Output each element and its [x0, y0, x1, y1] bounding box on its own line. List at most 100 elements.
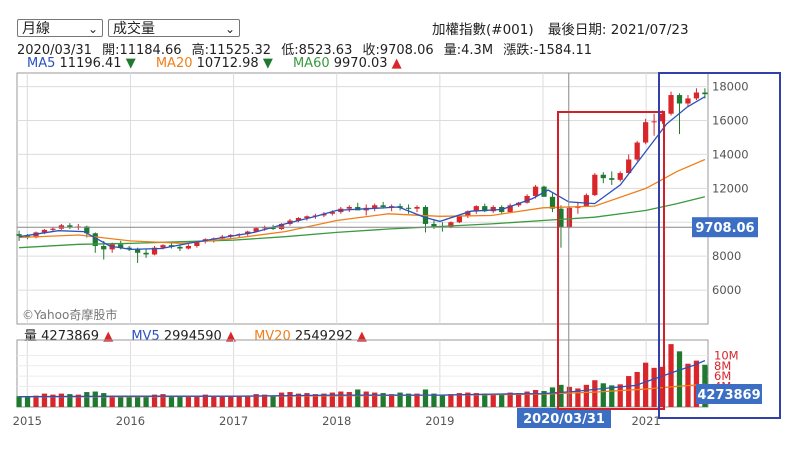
volume-bar — [659, 366, 666, 407]
volume-bar — [33, 395, 39, 407]
candle-body — [532, 186, 539, 196]
volume-bar — [575, 388, 581, 407]
ma60-label: MA60 — [292, 56, 330, 71]
volume-bar — [58, 393, 65, 407]
x-tick-label: 2021 — [631, 414, 660, 428]
volume-bar — [431, 393, 437, 407]
volume-tick-label: 10M — [714, 348, 739, 362]
candle-body — [558, 208, 564, 228]
volume-marker-text: 4273869 — [697, 388, 760, 403]
volume-bar — [50, 394, 56, 407]
candle-body — [270, 227, 276, 230]
volume-bar — [465, 392, 471, 407]
period-select-value: 月線 — [22, 21, 50, 37]
x-tick-label: 2019 — [425, 414, 454, 428]
up-triangle-icon: ▲ — [225, 329, 236, 344]
volume-bar — [397, 392, 403, 407]
candle-body — [346, 206, 352, 209]
ma60-line — [19, 196, 706, 249]
volume-bar — [380, 393, 386, 407]
candle-body — [566, 207, 573, 228]
volume-tick-label: 8M — [714, 359, 731, 373]
volume-bar — [168, 395, 175, 407]
up-triangle-icon: ▲ — [103, 329, 114, 344]
volume-bar — [643, 362, 649, 407]
volume-panel-frame — [16, 339, 709, 408]
period-select[interactable]: 月線 ⌄ — [17, 19, 103, 37]
indicator-select-value: 成交量 — [113, 21, 155, 37]
candle-body — [41, 229, 48, 233]
candle-body — [388, 206, 395, 208]
x-tick-label: 2017 — [219, 414, 248, 428]
candle-body — [583, 195, 589, 207]
volume-bar — [549, 387, 556, 407]
volume-bar — [566, 386, 573, 407]
volume-tick-label: 6M — [714, 369, 731, 383]
stat-high: 高:11525.32 — [191, 43, 272, 58]
volume-bar — [363, 391, 369, 407]
volume-bar — [160, 394, 166, 407]
candle-body — [668, 95, 674, 114]
index-name: 加權指數(#001) — [432, 22, 534, 38]
volume-bar — [600, 383, 606, 407]
candle-body — [592, 174, 598, 196]
volume-bar — [177, 396, 183, 407]
volume-bar — [118, 396, 124, 407]
price-gridlines — [16, 72, 709, 325]
volume-bar — [75, 394, 81, 407]
volume-bar — [372, 392, 378, 407]
candle-body — [101, 245, 107, 250]
up-triangle-icon: ▲ — [356, 329, 367, 344]
volume-bar — [270, 395, 276, 407]
volume-marker-box — [696, 384, 762, 404]
price-marker-text: 9708.06 — [695, 221, 754, 236]
ma60-value: 9970.03 — [333, 56, 388, 71]
candle-body — [261, 227, 268, 229]
volume-bar — [194, 395, 200, 407]
ma5-legend: MA5 11196.41 ▼ — [27, 56, 140, 71]
volume-bar — [676, 351, 683, 407]
volume-bar — [295, 393, 302, 407]
candle-body — [676, 95, 683, 104]
ma5-value: 11196.41 — [59, 56, 122, 71]
ohlc-stats: 2020/03/31 開:11184.66 高:11525.32 低:8523.… — [17, 39, 598, 58]
volume-bar — [253, 394, 259, 407]
ma5-label: MA5 — [27, 56, 56, 71]
ma20-legend: MA20 10712.98 ▼ — [156, 56, 277, 71]
candle-body — [609, 178, 615, 180]
volume-bar — [448, 394, 454, 407]
down-triangle-icon: ▼ — [125, 56, 136, 71]
volume-bar — [278, 392, 285, 407]
candle-body — [380, 205, 386, 207]
indicator-select[interactable]: 成交量 ⌄ — [108, 19, 240, 37]
volume-bar — [101, 393, 107, 407]
y-tick-label: 18000 — [712, 80, 749, 94]
price-panel-frame — [16, 72, 709, 325]
y-tick-label: 6000 — [712, 283, 741, 297]
volume-bar — [261, 394, 268, 407]
date-marker-text: 2020/03/31 — [523, 412, 605, 427]
volume-bar — [143, 395, 149, 407]
y-tick-label: 14000 — [712, 147, 749, 161]
y-tick-label: 8000 — [712, 249, 741, 263]
volume-bar — [609, 385, 615, 407]
stat-open: 開:11184.66 — [102, 43, 182, 58]
candle-body — [143, 252, 149, 255]
volume-bar — [134, 396, 141, 407]
volume-bar — [499, 394, 505, 407]
candle-body — [50, 228, 56, 230]
volume-bar — [287, 392, 293, 407]
candle-body — [84, 226, 90, 234]
volume-bar — [321, 393, 327, 407]
candle-body — [549, 196, 556, 209]
red-highlight-box — [557, 111, 665, 410]
y-tick-label: 16000 — [712, 113, 749, 127]
candle-body — [465, 211, 471, 217]
candle-body — [372, 205, 378, 208]
annotation-overlay: 9708.06 4273869 2020/03/31 — [17, 72, 781, 428]
volume-bar — [668, 344, 674, 407]
down-triangle-icon: ▼ — [262, 56, 273, 71]
candle-body — [634, 142, 640, 160]
volume-bar — [126, 396, 132, 407]
